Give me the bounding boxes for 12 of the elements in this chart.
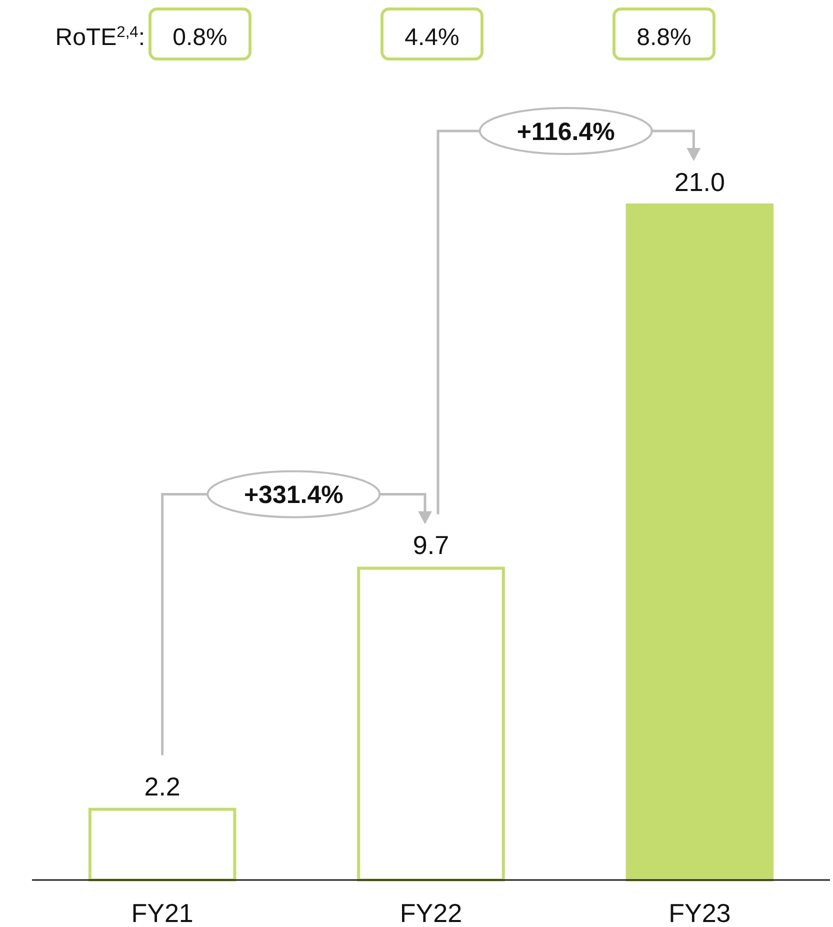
x-tick-label: FY21 (131, 898, 194, 927)
x-tick-label: FY22 (400, 898, 462, 927)
data-label: 2.2 (144, 771, 180, 802)
text: RoTE$^{2,4}$: (55, 24, 145, 51)
annotation: +331.4% (244, 481, 344, 510)
data-label: 9.7 (412, 530, 450, 560)
text: +116.4% (516, 118, 615, 146)
x-tick-label: FY23 (668, 898, 731, 927)
text: 0.8% (172, 24, 228, 51)
text: 8.8% (636, 24, 692, 51)
data-label: 21.0 (674, 167, 725, 197)
text: 4.4% (404, 24, 460, 51)
